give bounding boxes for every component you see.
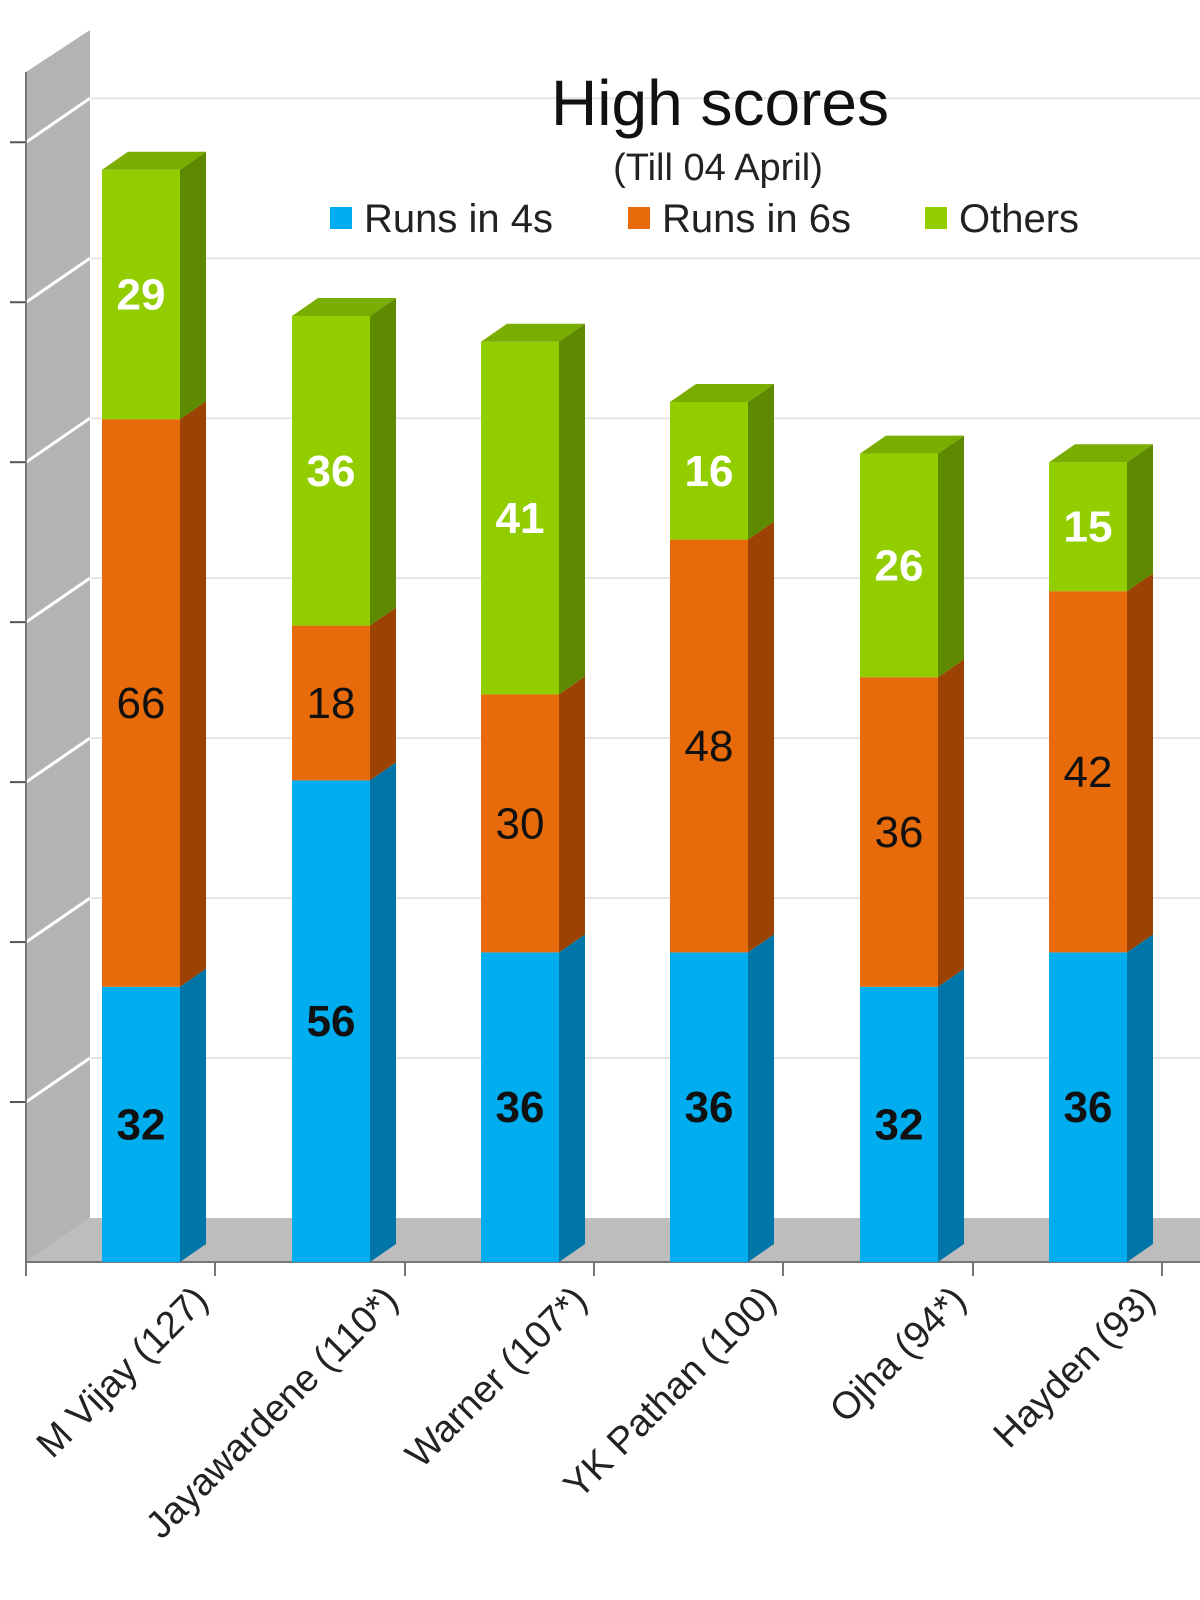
data-label-runs-in-6s-0: 66 <box>117 679 166 728</box>
bar-top-4 <box>860 435 964 454</box>
bar-top-5 <box>1049 444 1153 463</box>
bar-runs-in-4s-5 <box>1049 952 1127 1262</box>
legend-label-others: Others <box>959 197 1079 241</box>
bar-top-0 <box>102 151 206 170</box>
bar-side-runs-in-6s-4 <box>938 659 964 987</box>
x-tick-label-0: M Vijay (127) <box>29 1279 217 1467</box>
data-label-others-2: 41 <box>496 494 545 543</box>
bar-runs-in-6s-1 <box>292 625 370 781</box>
bar-side-others-1 <box>370 298 396 626</box>
bar-side-runs-in-6s-2 <box>559 676 585 953</box>
data-label-runs-in-4s-2: 36 <box>496 1083 545 1132</box>
data-label-others-5: 15 <box>1064 503 1113 552</box>
bar-top-1 <box>292 298 396 316</box>
bar-side-runs-in-4s-3 <box>748 934 774 1262</box>
data-label-others-4: 26 <box>875 541 924 590</box>
bar-runs-in-6s-0 <box>102 419 180 987</box>
data-label-runs-in-4s-0: 32 <box>117 1100 166 1149</box>
legend-label-runs-in-6s: Runs in 6s <box>662 197 851 241</box>
bar-side-others-5 <box>1127 444 1153 592</box>
data-label-runs-in-6s-2: 30 <box>496 799 545 848</box>
left-wall <box>26 30 90 1262</box>
chart-title: High scores <box>551 67 889 139</box>
data-label-runs-in-4s-1: 56 <box>307 997 356 1046</box>
wall-gridline <box>25 416 91 464</box>
legend: Runs in 4s Runs in 6s Others <box>330 197 1079 241</box>
bar-runs-in-4s-0 <box>102 986 180 1262</box>
bar-others-0 <box>102 169 180 420</box>
bar-runs-in-4s-1 <box>292 780 370 1262</box>
bar-side-runs-in-6s-3 <box>748 521 774 953</box>
wall-gridline <box>25 257 91 304</box>
bars <box>102 151 1153 1262</box>
bar-side-others-3 <box>748 384 774 540</box>
bar-top-3 <box>670 384 774 402</box>
data-label-others-0: 29 <box>117 271 166 320</box>
bar-runs-in-4s-4 <box>860 986 938 1262</box>
bar-side-runs-in-6s-0 <box>180 401 206 987</box>
bar-others-5 <box>1049 462 1127 592</box>
bar-side-others-2 <box>559 323 585 695</box>
bar-runs-in-6s-3 <box>670 539 748 953</box>
wall-gridline <box>25 896 91 944</box>
x-tick-label-5: Hayden (93) <box>986 1279 1164 1457</box>
data-label-runs-in-4s-5: 36 <box>1064 1083 1113 1132</box>
bar-side-others-0 <box>180 151 206 420</box>
bar-side-runs-in-4s-4 <box>938 968 964 1262</box>
data-label-others-1: 36 <box>307 447 356 496</box>
bar-side-runs-in-4s-0 <box>180 968 206 1262</box>
bar-runs-in-6s-2 <box>481 694 559 953</box>
bar-side-runs-in-6s-1 <box>370 607 396 781</box>
x-tick-labels: M Vijay (127)Jayawardene (110*)Warner (1… <box>25 1262 1164 1547</box>
bar-side-runs-in-4s-1 <box>370 762 396 1262</box>
x-tick-label-2: Warner (107*) <box>398 1279 595 1476</box>
bar-runs-in-4s-3 <box>670 952 748 1262</box>
bar-side-others-4 <box>938 435 964 678</box>
data-label-runs-in-4s-4: 32 <box>875 1100 924 1149</box>
legend-swatch-runs-in-4s <box>330 207 352 229</box>
bar-others-3 <box>670 402 748 540</box>
chart-subtitle: (Till 04 April) <box>613 147 823 189</box>
data-label-runs-in-6s-1: 18 <box>307 679 356 728</box>
bar-runs-in-4s-2 <box>481 952 559 1262</box>
bar-runs-in-6s-5 <box>1049 591 1127 953</box>
data-label-runs-in-6s-3: 48 <box>685 722 734 771</box>
bar-runs-in-6s-4 <box>860 677 938 987</box>
legend-swatch-others <box>925 207 947 229</box>
bar-side-runs-in-4s-2 <box>559 934 585 1262</box>
data-labels: 32 66 29 56 18 36 36 30 41 36 48 16 32 36 26 36 42 15 <box>117 271 1113 1150</box>
legend-label-runs-in-4s: Runs in 4s <box>364 197 553 241</box>
data-label-others-3: 16 <box>685 447 734 496</box>
wall-gridline <box>25 576 91 624</box>
bar-side-runs-in-6s-5 <box>1127 573 1153 953</box>
data-label-runs-in-4s-3: 36 <box>685 1083 734 1132</box>
bar-others-1 <box>292 316 370 626</box>
bar-others-2 <box>481 341 559 695</box>
legend-swatch-runs-in-6s <box>628 207 650 229</box>
data-label-runs-in-6s-5: 42 <box>1064 748 1113 797</box>
data-label-runs-in-6s-4: 36 <box>875 808 924 857</box>
x-tick-label-4: Ojha (94*) <box>822 1279 974 1431</box>
wall-gridline <box>25 97 91 144</box>
bar-top-2 <box>481 323 585 342</box>
wall-gridline <box>25 736 91 784</box>
bar-side-runs-in-4s-5 <box>1127 934 1153 1262</box>
bar-others-4 <box>860 453 938 678</box>
wall-gridline <box>25 1056 91 1104</box>
